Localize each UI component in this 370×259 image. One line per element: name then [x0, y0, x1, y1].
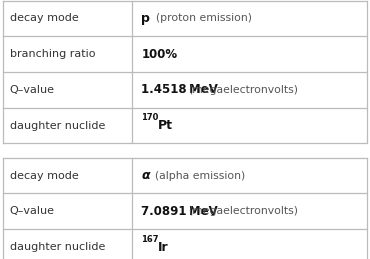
Text: (megaelectronvolts): (megaelectronvolts)	[188, 85, 299, 95]
Text: 1.4518 MeV: 1.4518 MeV	[141, 83, 218, 96]
Text: Pt: Pt	[158, 119, 173, 132]
Text: 167: 167	[141, 235, 159, 244]
Text: daughter nuclide: daughter nuclide	[10, 121, 105, 131]
Text: α: α	[141, 169, 150, 182]
Text: daughter nuclide: daughter nuclide	[10, 242, 105, 252]
Text: decay mode: decay mode	[10, 13, 78, 23]
Text: Ir: Ir	[158, 241, 168, 254]
Bar	[3, 158, 367, 259]
Text: branching ratio: branching ratio	[10, 49, 95, 59]
Bar	[3, 1, 367, 143]
Text: p: p	[141, 12, 150, 25]
Text: (megaelectronvolts): (megaelectronvolts)	[188, 206, 299, 216]
Text: 170: 170	[141, 113, 159, 122]
Text: 7.0891 MeV: 7.0891 MeV	[141, 205, 218, 218]
Text: Q–value: Q–value	[10, 206, 55, 216]
Text: Q–value: Q–value	[10, 85, 55, 95]
Text: (proton emission): (proton emission)	[155, 13, 252, 23]
Text: decay mode: decay mode	[10, 171, 78, 181]
Text: (alpha emission): (alpha emission)	[155, 171, 245, 181]
Text: 100%: 100%	[141, 48, 178, 61]
